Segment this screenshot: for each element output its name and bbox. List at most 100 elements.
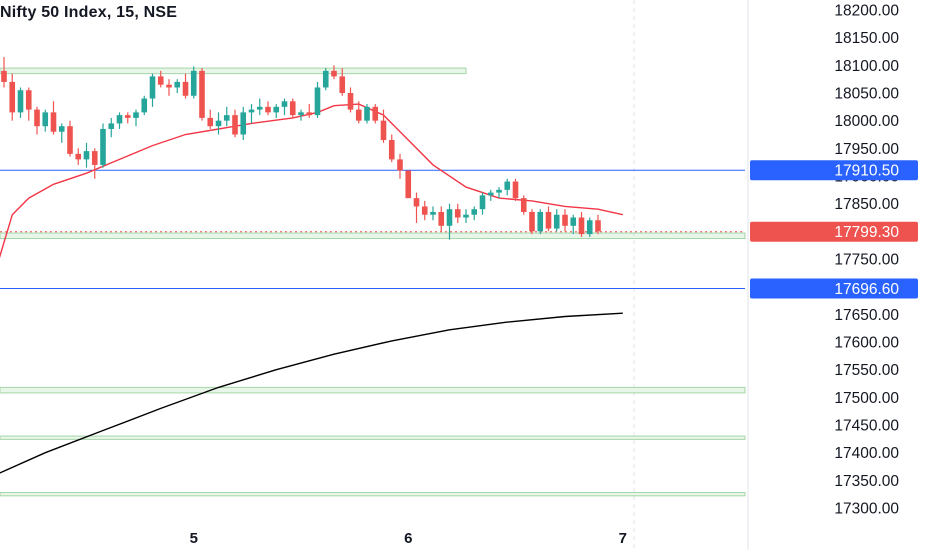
price-tick-label: 18200.00 (834, 3, 899, 20)
price-tick-label: 17600.00 (834, 335, 899, 352)
last-price-tag-text: 17799.30 (834, 224, 899, 241)
bearish-candle-body (9, 81, 16, 113)
horizontal-levels (0, 169, 745, 290)
time-axis: 5 6 7 (190, 530, 627, 547)
price-tick-label: 17450.00 (834, 418, 899, 435)
bullish-candle-body (141, 98, 148, 113)
price-tick-label: 18000.00 (834, 113, 899, 130)
bearish-candle-body (529, 211, 535, 232)
bullish-candle-body (223, 115, 230, 121)
bullish-candle-body (463, 214, 469, 218)
bearish-candle-body (34, 109, 40, 127)
chart-title: Nifty 50 Index, 15, NSE (0, 4, 178, 21)
bullish-candle-body (149, 76, 156, 99)
long-moving-average-line (0, 312, 623, 474)
bearish-candle-body (265, 106, 271, 113)
price-axis: 18200.00 18150.00 18100.00 18050.00 18000.00… (834, 3, 899, 518)
bullish-candle-body (133, 112, 139, 118)
support-zone-rect (0, 232, 746, 240)
bearish-candle-body (1, 70, 7, 82)
bullish-candle-body (496, 189, 502, 193)
bullish-candle-body (100, 128, 106, 165)
level-price-tag-bg (750, 278, 918, 299)
bearish-candle-body (520, 198, 527, 212)
level-price-tag-text: 17696.60 (834, 281, 899, 298)
bullish-candle-body (298, 112, 304, 116)
bearish-candle-body (380, 120, 387, 141)
bullish-candle-body (586, 220, 593, 235)
bearish-candle-body (50, 112, 57, 132)
bearish-candle-body (331, 70, 337, 77)
bullish-candle-body (446, 209, 453, 226)
bearish-candle-body (388, 140, 395, 160)
bearish-candle-body (413, 198, 420, 207)
bearish-candle-body (182, 81, 189, 96)
bullish-candle-body (471, 209, 478, 215)
price-tick-label: 18050.00 (834, 86, 899, 103)
bullish-candle-body (58, 126, 65, 132)
bearish-candle-body (232, 115, 238, 135)
bullish-candle-body (322, 70, 329, 88)
bullish-candle-body (190, 70, 197, 96)
bullish-candle-body (430, 211, 436, 215)
price-tick-label: 17550.00 (834, 362, 899, 379)
price-tick-label: 17500.00 (834, 390, 899, 407)
bearish-candle-body (545, 211, 552, 229)
bearish-candle-body (157, 76, 164, 85)
support-zone-rect (0, 386, 746, 394)
bullish-candle-body (256, 106, 263, 110)
time-tick-label: 5 (190, 530, 198, 547)
price-tick-label: 17300.00 (834, 501, 899, 518)
bullish-candle-body (570, 217, 577, 226)
bearish-candle-body (347, 93, 354, 110)
level-price-tag-text: 17910.50 (834, 163, 899, 180)
bearish-candle-body (289, 101, 296, 116)
bearish-candle-body (562, 214, 568, 226)
bearish-candle-body (91, 151, 98, 165)
bullish-candle-body (553, 214, 560, 229)
price-tick-label: 18100.00 (834, 58, 899, 75)
bearish-candle-body (306, 112, 313, 116)
bullish-candle-body (314, 87, 321, 116)
price-tags: 17910.50 17696.60 17799.30 (750, 160, 918, 299)
bullish-candle-body (17, 90, 24, 113)
bearish-candle-body (199, 70, 205, 118)
bearish-candle-body (339, 76, 346, 93)
level-price-tag-bg (750, 160, 918, 181)
last-price-tag-bg (750, 221, 918, 242)
price-tick-label: 17850.00 (834, 196, 899, 213)
bullish-candle-body (240, 112, 247, 135)
bullish-candle-body (42, 112, 49, 127)
support-zones (0, 67, 746, 497)
bearish-candle-body (397, 159, 403, 171)
price-tick-label: 17750.00 (834, 252, 899, 269)
bullish-candle-body (116, 115, 123, 124)
bullish-candle-body (248, 109, 255, 113)
bullish-candle-body (479, 195, 486, 210)
bullish-candle-body (273, 106, 280, 113)
bearish-candle-body (25, 90, 32, 110)
bearish-candle-body (166, 84, 172, 88)
bearish-candle-body (578, 217, 585, 235)
price-tick-label: 18150.00 (834, 30, 899, 47)
bullish-candle-body (83, 151, 90, 160)
bearish-candle-body (355, 109, 362, 121)
price-tick-label: 17650.00 (834, 307, 899, 324)
bearish-candle-body (372, 106, 379, 121)
support-zone-rect (0, 492, 746, 497)
bullish-candle-body (108, 123, 115, 129)
bearish-candle-body (75, 153, 82, 160)
short-moving-average-line (0, 103, 623, 259)
bearish-candle-body (454, 209, 461, 218)
bullish-candle-body (504, 181, 511, 190)
price-tick-label: 17950.00 (834, 141, 899, 158)
bearish-candle-body (512, 181, 519, 199)
price-tick-label: 17400.00 (834, 445, 899, 462)
price-tick-label: 17350.00 (834, 473, 899, 490)
bearish-candle-body (207, 117, 214, 127)
support-zone-rect (0, 435, 746, 440)
bearish-candle-body (595, 220, 601, 232)
bullish-candle-body (174, 81, 181, 88)
support-zone-rect (0, 67, 467, 75)
